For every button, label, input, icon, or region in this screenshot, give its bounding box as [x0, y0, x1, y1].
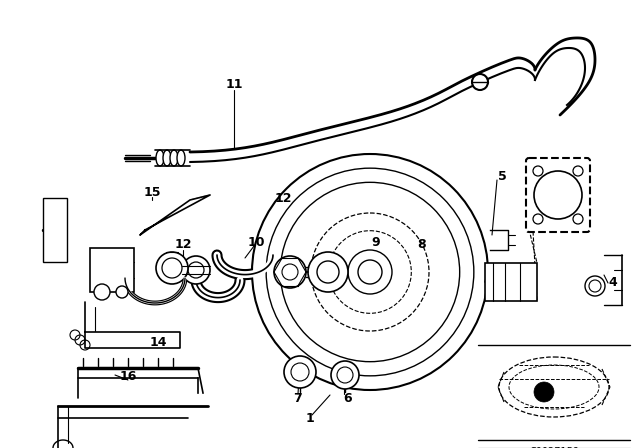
Text: 17: 17 — [51, 202, 68, 215]
Circle shape — [274, 256, 306, 288]
Circle shape — [348, 250, 392, 294]
Circle shape — [116, 286, 128, 298]
Ellipse shape — [170, 150, 178, 166]
Circle shape — [308, 252, 348, 292]
Circle shape — [182, 256, 210, 284]
Text: 3: 3 — [491, 289, 499, 302]
Circle shape — [156, 252, 188, 284]
Circle shape — [284, 356, 316, 388]
Ellipse shape — [163, 150, 171, 166]
FancyBboxPatch shape — [526, 158, 590, 232]
Circle shape — [585, 276, 605, 296]
Text: 6: 6 — [344, 392, 352, 405]
Text: 7: 7 — [294, 392, 302, 405]
Ellipse shape — [156, 150, 164, 166]
Text: C0027159: C0027159 — [529, 447, 579, 448]
Circle shape — [472, 74, 488, 90]
Polygon shape — [85, 332, 180, 348]
Text: 2: 2 — [554, 168, 563, 181]
Circle shape — [331, 361, 359, 389]
Text: 14: 14 — [149, 336, 167, 349]
Ellipse shape — [177, 150, 185, 166]
Text: 15: 15 — [143, 185, 161, 198]
Text: 1: 1 — [306, 412, 314, 425]
Text: 16: 16 — [119, 370, 137, 383]
FancyBboxPatch shape — [43, 198, 67, 262]
Circle shape — [252, 154, 488, 390]
Text: 13: 13 — [103, 255, 121, 268]
FancyBboxPatch shape — [485, 263, 537, 301]
Circle shape — [534, 382, 554, 402]
Text: 10: 10 — [247, 236, 265, 249]
Text: 11: 11 — [225, 78, 243, 91]
Text: 4: 4 — [609, 276, 618, 289]
Text: 12: 12 — [174, 238, 192, 251]
Text: 5: 5 — [498, 169, 506, 182]
Text: 8: 8 — [418, 237, 426, 250]
Polygon shape — [140, 195, 210, 235]
FancyBboxPatch shape — [90, 248, 134, 292]
Circle shape — [94, 284, 110, 300]
Text: 9: 9 — [372, 236, 380, 249]
Text: 12: 12 — [275, 191, 292, 204]
